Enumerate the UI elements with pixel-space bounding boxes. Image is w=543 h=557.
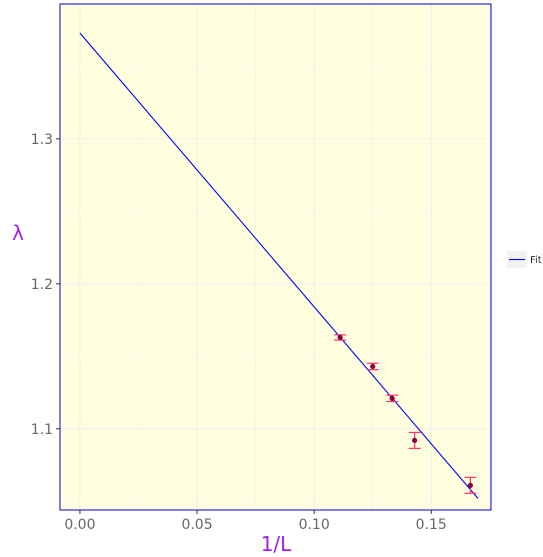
- data-point-4: [467, 482, 473, 488]
- axis-ticks: 0.00 0.05 0.10 0.15 1.1 1.2 1.3: [31, 132, 447, 533]
- data-point-0: [337, 334, 343, 341]
- x-tick-label: 0.15: [416, 517, 447, 533]
- plot-border: [59, 3, 492, 511]
- x-axis-title: 1/L: [261, 532, 292, 556]
- y-tick-label: 1.1: [31, 422, 53, 438]
- data-point-2: [389, 395, 395, 401]
- x-tick-label: 0.05: [181, 517, 212, 533]
- y-axis-title: λ: [12, 221, 24, 245]
- fit-line: [79, 32, 479, 499]
- legend-label-fit: Fit: [530, 255, 542, 266]
- data-point-3: [412, 437, 418, 444]
- data-point-1: [370, 363, 376, 370]
- data-points: [337, 334, 473, 488]
- y-tick-label: 1.2: [31, 277, 53, 293]
- x-tick-label: 0.10: [299, 517, 330, 533]
- y-tick-label: 1.3: [31, 132, 53, 148]
- x-tick-label: 0.00: [64, 517, 95, 533]
- plot-panel: [60, 4, 491, 510]
- grid: [60, 4, 491, 510]
- legend: Fit: [507, 251, 542, 268]
